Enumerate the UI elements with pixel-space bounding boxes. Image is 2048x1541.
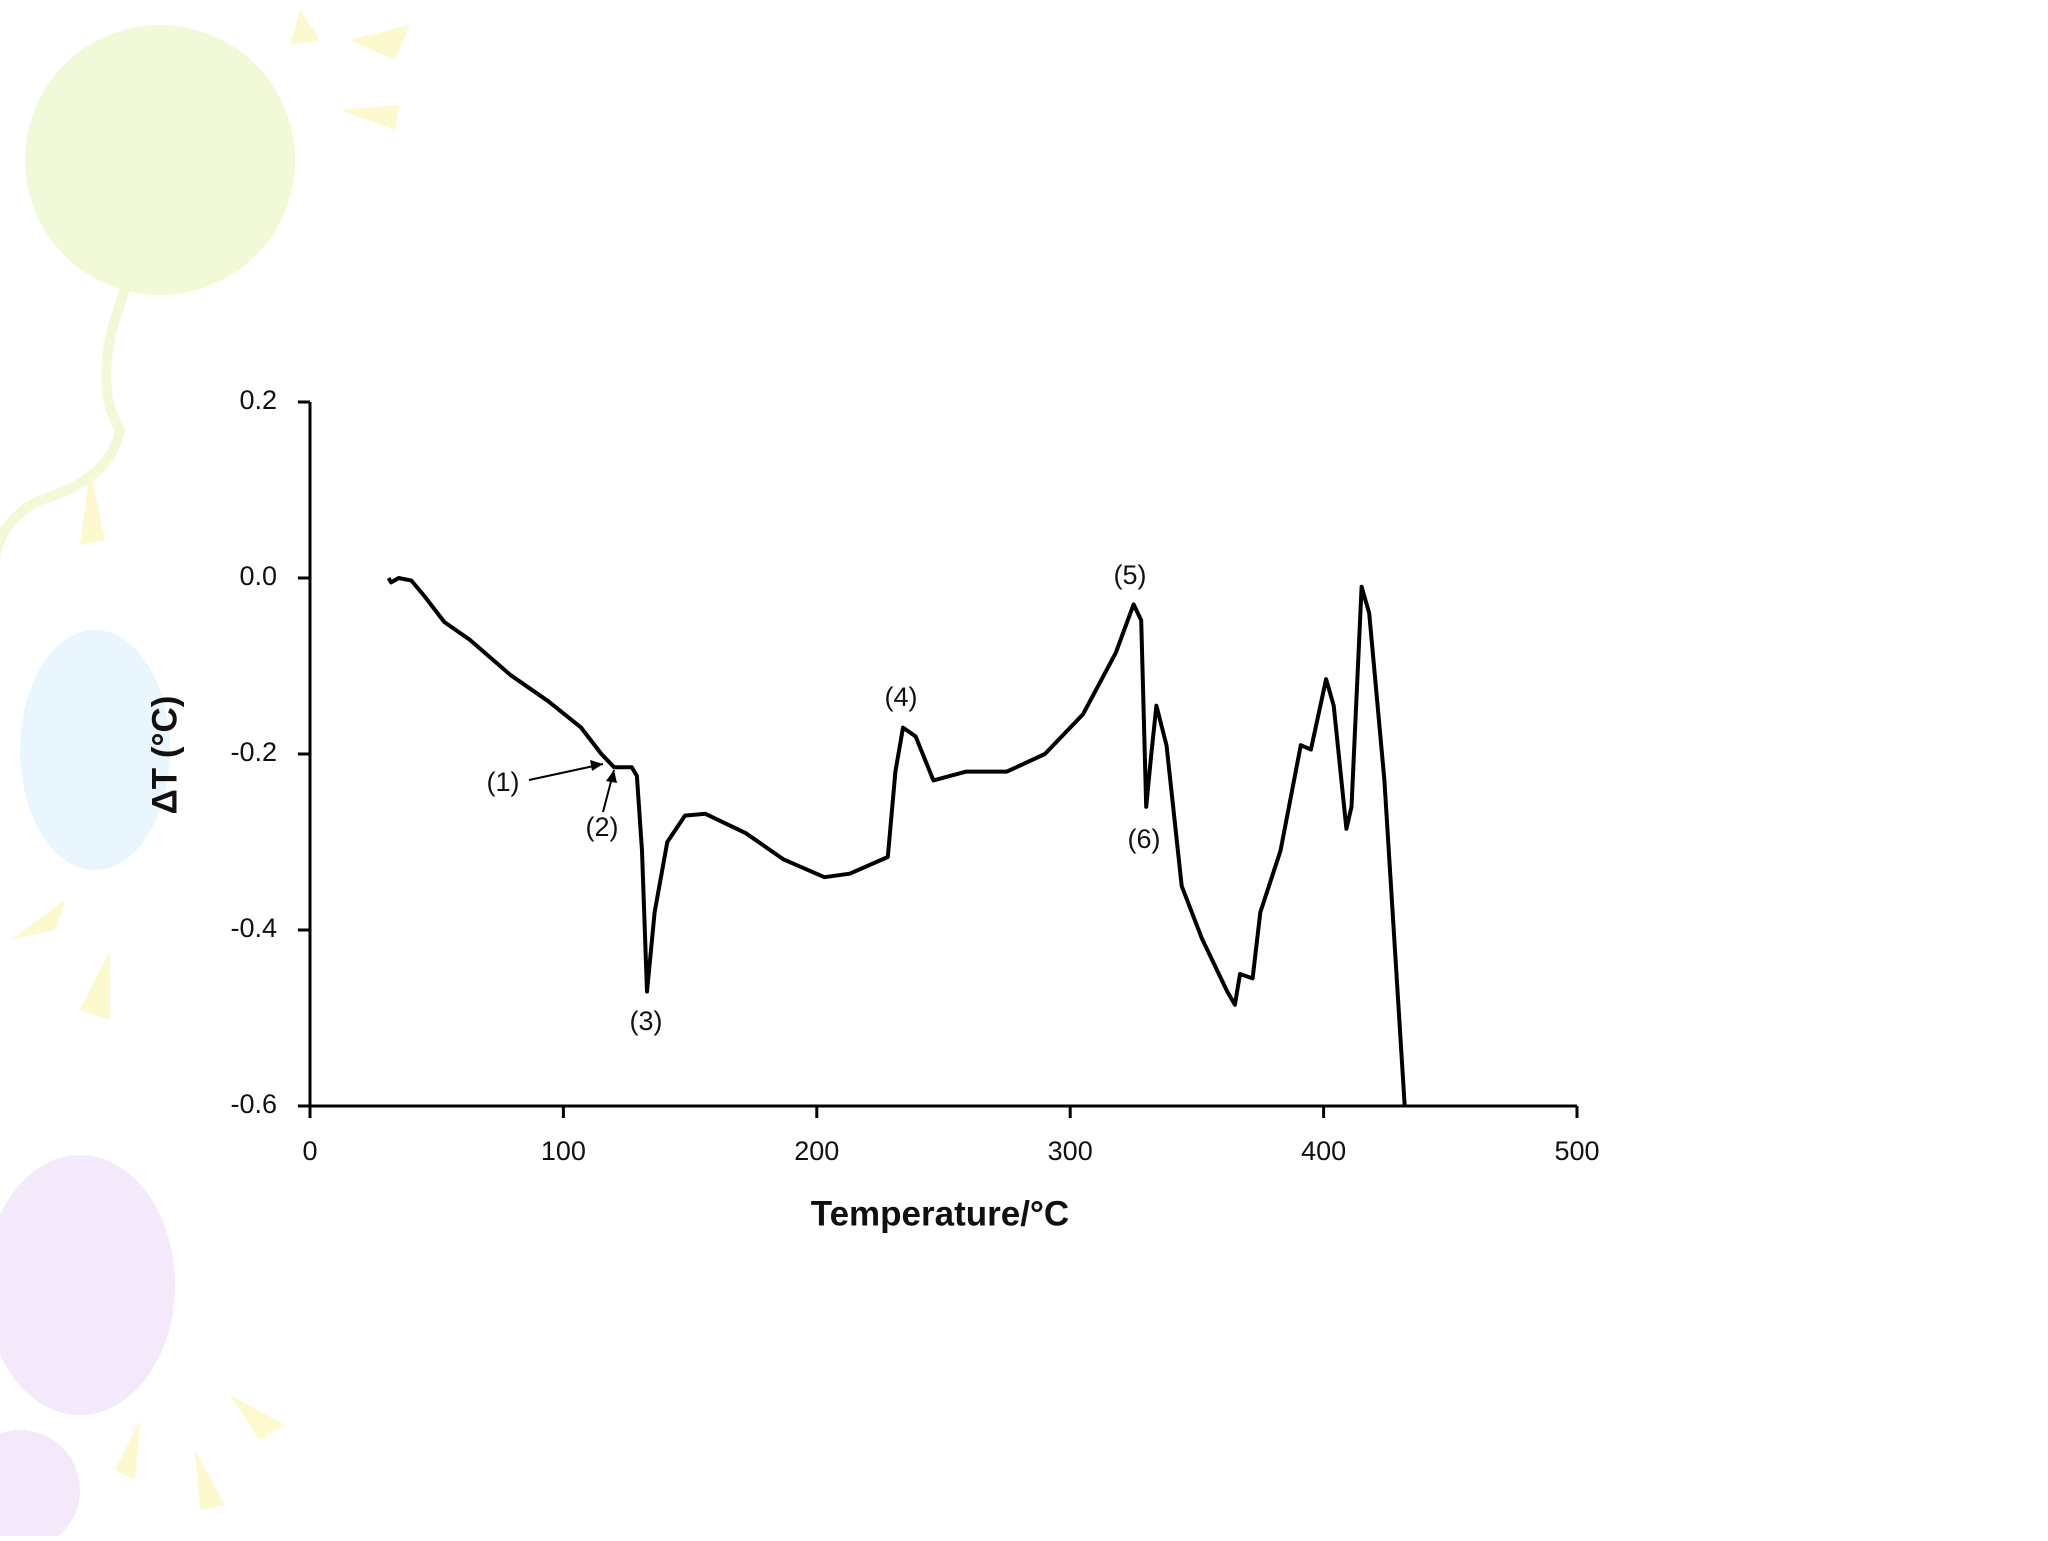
x-tick-label: 100 (541, 1136, 586, 1166)
y-tick-label: 0.0 (239, 561, 277, 591)
ray (230, 1395, 285, 1440)
annotation: (5) (1114, 560, 1147, 590)
decoration (0, 10, 410, 1541)
annotation: (6) (1128, 824, 1161, 854)
ray (340, 105, 400, 130)
data-line (386, 576, 1407, 1107)
y-tick-label: -0.6 (230, 1089, 277, 1119)
y-tick-label: 0.2 (239, 385, 277, 415)
x-tick-label: 400 (1301, 1136, 1346, 1166)
balloon (0, 1430, 80, 1541)
arrow-head (606, 770, 617, 783)
x-tick-label: 500 (1554, 1136, 1599, 1166)
ray (10, 900, 65, 940)
balloon (25, 25, 295, 295)
balloon (20, 630, 170, 870)
ray (80, 950, 110, 1020)
ray (290, 10, 320, 45)
ray (195, 1450, 225, 1510)
annotation: (4) (885, 682, 918, 712)
y-tick-label: -0.2 (230, 737, 277, 767)
annotation: (2) (586, 812, 619, 842)
x-axis-title: Temperature/°C (811, 1194, 1069, 1233)
x-tick-label: 0 (302, 1136, 317, 1166)
ray (115, 1420, 140, 1480)
arrow-head (590, 760, 603, 771)
ray (350, 25, 410, 60)
balloon (0, 1155, 175, 1415)
balloon-string (0, 288, 130, 561)
x-tick-label: 200 (794, 1136, 839, 1166)
y-axis-title: ΔT (°C) (145, 696, 184, 815)
annotation: (3) (630, 1006, 663, 1036)
annotation-arrow (528, 763, 604, 781)
y-tick-label: -0.4 (230, 913, 277, 943)
annotation: (1) (487, 767, 520, 797)
ray (80, 470, 105, 545)
x-tick-label: 300 (1048, 1136, 1093, 1166)
